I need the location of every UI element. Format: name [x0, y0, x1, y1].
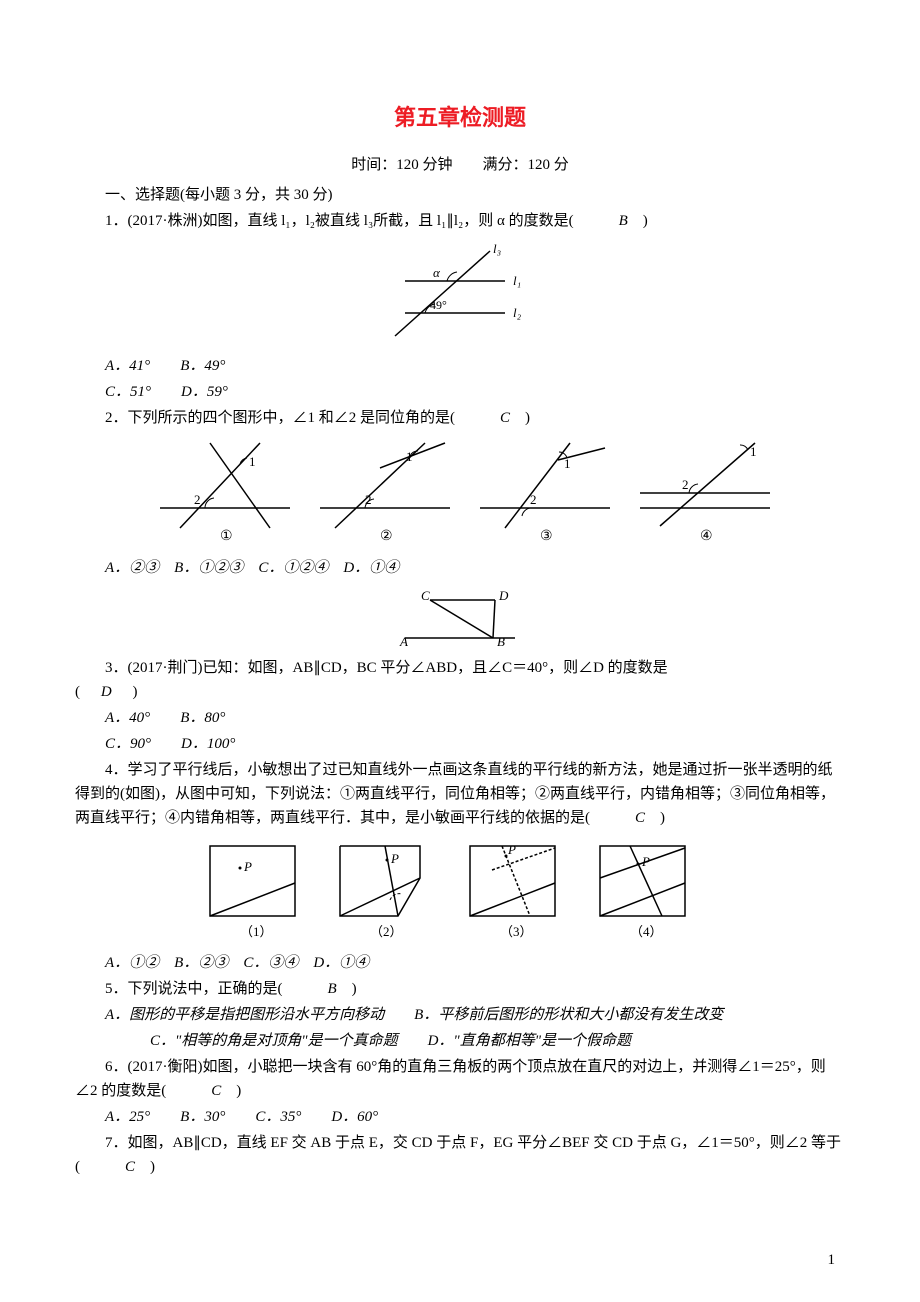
page: 第五章检测题 时间：120 分钟 满分：120 分 一、选择题(每小题 3 分，…	[0, 0, 920, 1302]
svg-text:l₃: l₃	[493, 241, 501, 256]
svg-text:P: P	[641, 854, 650, 869]
q2-options: A．②③ B．①②③ C．①②④ D．①④	[75, 556, 845, 580]
q1-answer: B	[589, 209, 628, 233]
svg-text:1: 1	[406, 449, 413, 464]
q3-answer: D	[95, 680, 118, 704]
svg-text:（1）: （1）	[240, 924, 273, 939]
svg-text:③: ③	[540, 529, 553, 544]
page-number: 1	[828, 1248, 836, 1272]
q5-stem: 5．下列说法中，正确的是( B )	[75, 977, 845, 1001]
svg-text:P: P	[507, 842, 516, 857]
svg-text:②: ②	[380, 529, 393, 544]
q3-options-row2: C．90° D．100°	[75, 732, 845, 756]
q3-options-row1: A．40° B．80°	[75, 706, 845, 730]
svg-text:l₂: l₂	[513, 305, 522, 320]
svg-text:1: 1	[249, 454, 256, 469]
q5-line2: A．图形的平移是指把图形沿水平方向移动 B．平移前后图形的形状和大小都没有发生改…	[75, 1003, 845, 1027]
q7-answer: C	[95, 1155, 135, 1179]
meta-line: 时间：120 分钟 满分：120 分	[75, 153, 845, 177]
q4-figure: P （1） P （2） P （3）	[75, 838, 845, 943]
q6-answer: C	[181, 1079, 221, 1103]
svg-text:C: C	[421, 588, 430, 603]
q3-stem-line2: ( D )	[75, 680, 845, 704]
score-label: 满分：120 分	[483, 157, 569, 173]
q4-options: A．①② B．②③ C．③④ D．①④	[75, 951, 845, 975]
svg-text:2: 2	[194, 492, 201, 507]
q1-stem: 1．(2017·株洲)如图，直线 l₁，l₂被直线 l₃所截，且 l₁∥l₂，则…	[75, 209, 845, 233]
chapter-title: 第五章检测题	[75, 100, 845, 135]
svg-text:2: 2	[682, 477, 689, 492]
q2-figure: 1 2 ① 1 2 ② 1	[75, 438, 845, 548]
svg-text:④: ④	[700, 529, 713, 544]
q2-stem: 2．下列所示的四个图形中，∠1 和∠2 是同位角的是( C )	[75, 406, 845, 430]
svg-text:（2）: （2）	[370, 924, 403, 939]
q1-options-row1: A．41° B．49°	[75, 354, 845, 378]
svg-text:（3）: （3）	[500, 924, 533, 939]
svg-text:1: 1	[750, 444, 757, 459]
q3-figure: C D A B	[75, 588, 845, 648]
q6-options: A．25° B．30° C．35° D．60°	[75, 1105, 845, 1129]
section-heading: 一、选择题(每小题 3 分，共 30 分)	[75, 183, 845, 207]
q7-stem: 7．如图，AB∥CD，直线 EF 交 AB 于点 E，交 CD 于点 F，EG …	[75, 1131, 845, 1179]
svg-text:①: ①	[220, 529, 233, 544]
svg-text:P: P	[243, 859, 252, 874]
svg-text:A: A	[399, 634, 408, 648]
q2-answer: C	[470, 406, 510, 430]
q4-answer: C	[605, 806, 645, 830]
q5-answer: B	[298, 977, 337, 1001]
svg-text:2: 2	[530, 492, 537, 507]
time-label: 时间：120 分钟	[351, 157, 452, 173]
q1-figure: l₁ l₂ l₃ α 49°	[75, 241, 845, 346]
q1-options-row2: C．51° D．59°	[75, 380, 845, 404]
svg-text:α: α	[433, 265, 441, 280]
q6-stem: 6．(2017·衡阳)如图，小聪把一块含有 60°角的直角三角板的两个顶点放在直…	[75, 1055, 845, 1103]
q4-stem: 4．学习了平行线后，小敏想出了过已知直线外一点画这条直线的平行线的新方法，她是通…	[75, 758, 845, 830]
svg-text:P: P	[390, 851, 399, 866]
svg-text:1: 1	[564, 456, 571, 471]
svg-text:（4）: （4）	[630, 924, 663, 939]
svg-text:2: 2	[365, 492, 372, 507]
q3-stem-line1: 3．(2017·荆门)已知：如图，AB∥CD，BC 平分∠ABD，且∠C＝40°…	[75, 656, 845, 680]
svg-text:D: D	[498, 588, 509, 603]
svg-text:l₁: l₁	[513, 273, 521, 288]
svg-text:49°: 49°	[430, 298, 447, 312]
svg-text:B: B	[497, 634, 505, 648]
q5-line3: C．"相等的角是对顶角"是一个真命题 D．"直角都相等"是一个假命题	[75, 1029, 845, 1053]
